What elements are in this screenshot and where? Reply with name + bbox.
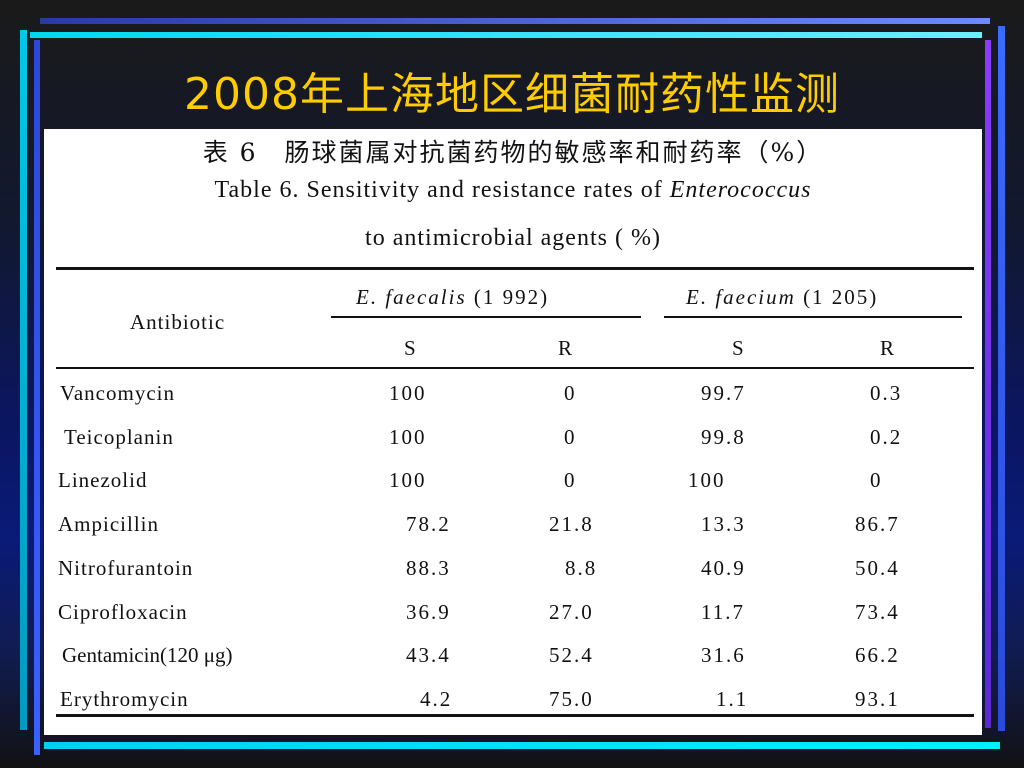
faecalis-s: 78.2: [406, 512, 451, 536]
caption-genus: Enterococcus: [669, 177, 812, 203]
table-row: Erythromycin 4.2 75.0 1.1 93.1: [44, 687, 982, 713]
faecium-r: 0.2: [870, 425, 903, 449]
faecium-s: 31.6: [701, 643, 746, 667]
faecalis-r: 27.0: [549, 600, 594, 624]
table-caption-chinese: 表 6 肠球菌属对抗菌药物的敏感率和耐药率（%）: [202, 138, 824, 167]
faecalis-r: 0: [564, 425, 577, 449]
table-bottom-rule: [56, 714, 974, 717]
group2-rule: [664, 316, 962, 318]
frame-bar-right-blue: [998, 26, 1005, 731]
faecalis-s: 4.2: [420, 687, 453, 711]
faecalis-r: 0: [564, 381, 577, 405]
table-image-panel: 表 6 肠球菌属对抗菌药物的敏感率和耐药率（%） Table 6. Sensit…: [44, 129, 982, 735]
faecium-r: 66.2: [855, 643, 900, 667]
faecium-r: 0: [870, 468, 883, 492]
antibiotic-name: Vancomycin: [60, 381, 175, 405]
header-group-faecium: E. faecium (1 205): [686, 285, 878, 310]
faecalis-r: 8.8: [565, 556, 598, 580]
slide-title: 2008年上海地区细菌耐药性监测: [184, 69, 840, 120]
group1-rule: [331, 316, 641, 318]
faecium-s: 99.7: [701, 381, 746, 405]
faecium-s: 1.1: [716, 687, 749, 711]
faecalis-name: E. faecalis: [356, 285, 467, 309]
faecalis-count: (1 992): [473, 285, 550, 309]
antibiotic-name: Ciprofloxacin: [58, 600, 188, 624]
antibiotic-name: Ampicillin: [58, 512, 159, 536]
header-s-faecium: S: [732, 336, 746, 360]
table-top-rule: [56, 267, 974, 270]
faecium-name: E. faecium: [686, 285, 796, 309]
faecalis-s: 100: [389, 425, 427, 449]
faecium-s: 40.9: [701, 556, 746, 580]
antibiotic-name: Gentamicin(120 μg): [62, 643, 233, 667]
frame-bar-right-purple: [985, 40, 991, 728]
antibiotic-name: Teicoplanin: [64, 425, 174, 449]
frame-bar-left-blue: [34, 40, 40, 755]
faecium-r: 86.7: [855, 512, 900, 536]
table-caption-english-line2: to antimicrobial agents ( %): [365, 225, 661, 251]
table-row: Ciprofloxacin 36.9 27.0 11.7 73.4: [44, 600, 982, 630]
antibiotic-name: Linezolid: [58, 468, 148, 492]
header-antibiotic: Antibiotic: [130, 310, 226, 334]
frame-bar-top-cyan: [30, 32, 982, 38]
header-group-faecalis: E. faecalis (1 992): [356, 285, 549, 310]
table-row: Teicoplanin 100 0 99.8 0.2: [44, 425, 982, 455]
faecalis-r: 75.0: [549, 687, 594, 711]
faecium-r: 73.4: [855, 600, 900, 624]
header-r-faecium: R: [880, 336, 897, 360]
faecalis-s: 43.4: [406, 643, 451, 667]
header-s-faecalis: S: [404, 336, 418, 360]
faecalis-s: 100: [389, 381, 427, 405]
faecalis-r: 52.4: [549, 643, 594, 667]
faecium-s: 11.7: [701, 600, 745, 624]
frame-bar-left-cyan: [20, 30, 27, 730]
frame-bar-top-blue: [40, 18, 990, 24]
table-row: Gentamicin(120 μg) 43.4 52.4 31.6 66.2: [44, 643, 982, 673]
table-row: Vancomycin 100 0 99.7 0.3: [44, 381, 982, 411]
faecalis-s: 100: [389, 468, 427, 492]
faecium-s: 99.8: [701, 425, 746, 449]
table-caption-english-line1: Table 6. Sensitivity and resistance rate…: [44, 177, 982, 204]
faecium-r: 50.4: [855, 556, 900, 580]
antibiotic-name: Nitrofurantoin: [58, 556, 194, 580]
caption-prefix: Table 6. Sensitivity and resistance rate…: [214, 177, 670, 203]
antibiotic-name: Erythromycin: [60, 687, 189, 711]
table-row: Ampicillin 78.2 21.8 13.3 86.7: [44, 512, 982, 542]
table-row: Nitrofurantoin 88.3 8.8 40.9 50.4: [44, 556, 982, 586]
faecium-s: 13.3: [701, 512, 746, 536]
faecalis-r: 21.8: [549, 512, 594, 536]
faecium-count: (1 205): [803, 285, 879, 309]
frame-bar-bottom-cyan: [44, 742, 1000, 749]
faecium-r: 93.1: [855, 687, 900, 711]
header-r-faecalis: R: [558, 336, 575, 360]
faecalis-s: 88.3: [406, 556, 451, 580]
header-bottom-rule: [56, 367, 974, 369]
table-row: Linezolid 100 0 100 0: [44, 468, 982, 498]
faecalis-s: 36.9: [406, 600, 451, 624]
faecium-r: 0.3: [870, 381, 903, 405]
faecium-s: 100: [688, 468, 726, 492]
faecalis-r: 0: [564, 468, 577, 492]
